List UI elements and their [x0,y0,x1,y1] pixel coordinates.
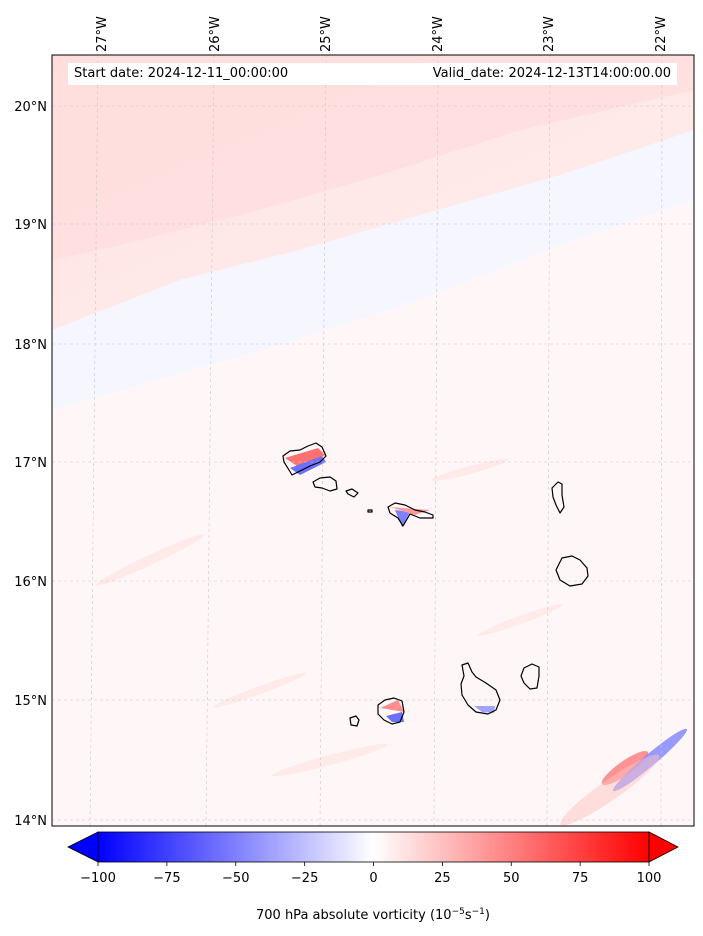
colorbar-label-close: ) [485,908,490,923]
lat-tick-0: 20°N [14,100,47,115]
start-date-label: Start date: 2024-12-11_00:00:00 [68,63,404,85]
colorbar-tick-label-6: 50 [503,871,520,886]
lon-tick-1: 26°W [208,16,223,52]
gridlines [52,55,694,826]
lat-tick-5: 15°N [14,694,47,709]
colorbar-label-exp2: −1 [472,907,485,917]
field-streaks [95,458,563,777]
lon-tick-4: 23°W [542,16,557,52]
lat-tick-6: 14°N [14,814,47,829]
colorbar-tick-label-5: 25 [434,871,451,886]
lon-tick-labels: 27°W 26°W 25°W 24°W 23°W 22°W [95,16,669,52]
colorbar-label: 700 hPa absolute vorticity (10−5s−1) [256,907,490,923]
lat-tick-4: 16°N [14,575,47,590]
santo-antao-dipole [285,448,325,468]
colorbar-label-main: 700 hPa absolute vorticity (10 [256,908,452,923]
lon-tick-5: 22°W [654,16,669,52]
lon-tick-0: 27°W [95,16,110,52]
lon-tick-2: 25°W [319,16,334,52]
colorbar-tick-label-4: 0 [369,871,377,886]
colorbar-extend-high [648,831,679,863]
coastlines [282,442,589,727]
santiago-negative [474,706,495,713]
island-sal [551,481,565,514]
colorbar-label-exp: −5 [452,907,465,917]
colorbar: −100 −75 −50 −25 0 25 50 75 100 700 hPa absolute… [67,831,679,923]
island-branco [367,509,373,513]
santo-antao-negative [290,456,326,475]
colorbar-tick-label-8: 100 [637,871,662,886]
lat-tick-2: 18°N [14,338,47,353]
island-fogo [377,697,405,725]
colorbar-body [97,831,650,863]
lat-tick-1: 19°N [14,218,47,233]
negative-band [52,130,694,410]
island-brava [349,715,360,727]
colorbar-tick-label-1: −75 [153,871,180,886]
fogo-positive [380,700,404,712]
vorticity-field [52,55,694,826]
colorbar-tick-label-0: −100 [80,871,116,886]
lon-tick-3: 24°W [431,16,446,52]
island-maio [520,663,540,690]
fogo-negative [386,712,404,722]
colorbar-label-unit: s [465,908,472,923]
valid-date-label: Valid_date: 2024-12-13T14:00:00.00 [398,63,677,85]
lat-tick-3: 17°N [14,456,47,471]
colorbar-extend-low [67,831,99,863]
colorbar-tick-label-7: 75 [572,871,589,886]
island-sao-vicente [312,476,338,492]
lat-tick-labels: 20°N 19°N 18°N 17°N 16°N 15°N 14°N [14,100,47,829]
island-sao-nicolau [387,502,434,527]
dipole-positive-halo [560,754,660,826]
island-santa-luzia [345,488,359,498]
colorbar-ticks: −100 −75 −50 −25 0 25 50 75 100 [80,862,661,886]
island-boa-vista [555,555,589,587]
sao-nicolau-negative [395,510,410,527]
map-frame [51,54,695,827]
colorbar-tick-label-2: −50 [222,871,249,886]
island-santiago [460,662,501,715]
island-santo-antao [282,442,327,476]
sao-nicolau-positive [390,507,430,515]
colorbar-tick-label-3: −25 [291,871,318,886]
